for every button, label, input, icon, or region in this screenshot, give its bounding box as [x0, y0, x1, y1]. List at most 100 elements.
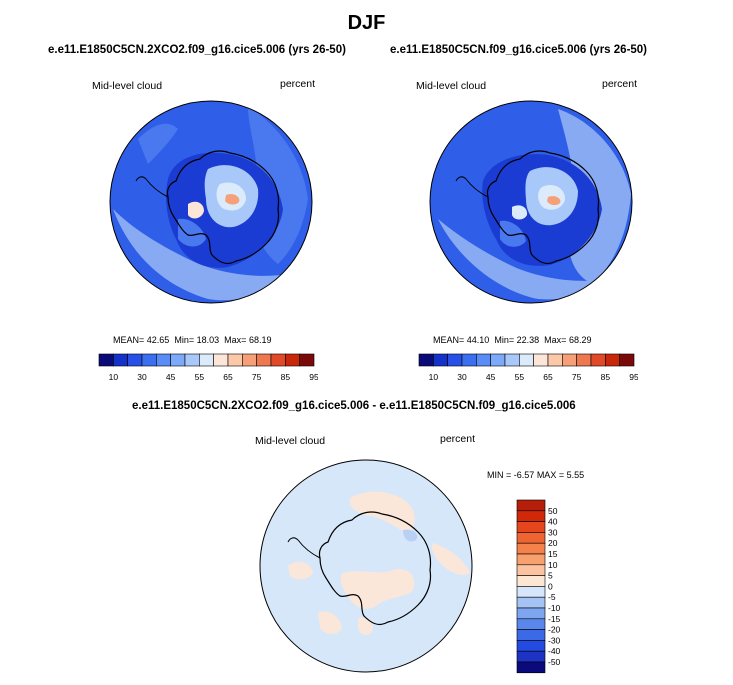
colorbar-swatch: [227, 353, 243, 367]
colorbar-tick-label: 95: [629, 372, 638, 382]
difference-title: e.e11.E1850C5CN.2XCO2.f09_g16.cice5.006 …: [132, 400, 576, 412]
positive-anomaly-west: [288, 561, 313, 580]
panel-1-units-label: percent: [280, 78, 316, 90]
colorbar-tick-label: -15: [548, 614, 561, 624]
colorbar-tick-label: 40: [548, 517, 558, 527]
colorbar-tick-label: -10: [548, 603, 561, 613]
panel-1-variable-label: Mid-level cloud: [92, 80, 163, 92]
difference-polar-map: [259, 459, 473, 673]
difference-min-max: MIN = -6.57 MAX = 5.55: [487, 470, 584, 480]
ross-sector: [178, 218, 206, 247]
min-value: 22.38: [516, 335, 540, 345]
antarctic-coastline: [318, 511, 432, 626]
panel-2-units-label: percent: [602, 78, 638, 90]
colorbar-tick-label: 50: [548, 506, 558, 516]
colorbar-tick-label: 75: [572, 372, 582, 382]
peninsula-coastline: [135, 176, 169, 198]
colorbar-tick-label: 30: [137, 372, 147, 382]
colorbar-swatch: [516, 607, 546, 620]
colorbar-swatch: [184, 353, 200, 367]
colorbar-swatch: [461, 353, 477, 367]
mean-label: MEAN=: [433, 335, 465, 345]
colorbar-swatch: [141, 353, 157, 367]
colorbar-tick-label: 20: [548, 538, 558, 548]
colorbar-swatch: [447, 353, 463, 367]
pale-patch-west: [512, 205, 528, 220]
colorbar-swatch: [516, 553, 546, 566]
colorbar-swatch: [433, 353, 448, 367]
mean-value: 44.10: [466, 335, 490, 345]
colorbar-tick-label: -40: [548, 646, 561, 656]
colorbar-swatch: [113, 353, 128, 367]
colorbar-tick-label: 55: [515, 372, 525, 382]
min-label: Min=: [494, 335, 515, 345]
ocean-band-south: [438, 219, 608, 300]
ocean-band-south: [113, 209, 288, 301]
colorbar-swatch: [516, 499, 546, 512]
colorbar-tick-label: 5: [548, 571, 553, 581]
colorbar-swatch: [605, 353, 620, 367]
colorbar-swatch: [199, 353, 214, 367]
colorbar-swatch: [562, 353, 577, 367]
colorbar-swatch: [418, 353, 434, 367]
colorbar-swatch: [576, 353, 592, 367]
ocean-patch-nw: [138, 123, 178, 164]
min-value: -6.57: [513, 470, 535, 480]
colorbar-swatch: [516, 542, 546, 555]
colorbar-swatch: [619, 353, 635, 367]
warm-core: [225, 194, 240, 205]
panel-1-title: e.e11.E1850C5CN.2XCO2.f09_g16.cice5.006 …: [48, 44, 346, 56]
negative-anomaly: [403, 529, 418, 542]
positive-anomaly-central: [340, 569, 415, 609]
ross-sector: [500, 220, 526, 247]
season-title: DJF: [347, 12, 386, 34]
colorbar-tick-label: -30: [548, 635, 561, 645]
colorbar-tick-label: 15: [548, 549, 558, 559]
colorbar-tick-label: 65: [543, 372, 553, 382]
colorbar-swatch: [270, 353, 286, 367]
colorbar-swatch: [98, 353, 114, 367]
colorbar-tick-label: 10: [109, 372, 119, 382]
colorbar-swatch: [516, 629, 546, 641]
colorbar-swatch: [516, 596, 546, 609]
max-label: MAX =: [536, 470, 565, 480]
max-value: 68.29: [568, 335, 592, 345]
colorbar-swatch: [516, 650, 546, 663]
colorbar-swatch: [590, 353, 606, 367]
colorbar-tick-label: 85: [281, 372, 291, 382]
map-border: [429, 100, 633, 304]
positive-anomaly-north: [349, 491, 415, 533]
panel-1-stats: MEAN= 42.65 Min= 18.03 Max= 68.19: [113, 335, 271, 345]
colorbar-tick-label: -50: [548, 657, 561, 667]
peninsula-coastline: [455, 176, 489, 198]
warm-core: [547, 196, 561, 206]
colorbar-tick-label: 95: [309, 372, 318, 382]
min-label: MIN =: [487, 470, 512, 480]
colorbar-swatch: [519, 353, 534, 367]
colorbar-tick-label: 55: [195, 372, 205, 382]
colorbar-swatch: [516, 521, 546, 533]
colorbar-tick-label: 10: [548, 560, 558, 570]
panel-1-colorbar: 10 30 45 55 65 75 85 95: [98, 353, 318, 382]
colorbar-tick-label: 0: [548, 581, 553, 591]
colorbar-swatch: [516, 618, 546, 630]
colorbar-tick-label: 45: [486, 372, 496, 382]
panel-2-colorbar: 10 30 45 55 65 75 85 95: [418, 353, 638, 382]
colorbar-swatch: [476, 353, 491, 367]
colorbar-swatch: [533, 353, 549, 367]
max-value: 68.19: [248, 335, 272, 345]
colorbar-swatch: [170, 353, 186, 367]
positive-anomaly-south: [358, 617, 374, 635]
difference-variable-label: Mid-level cloud: [255, 435, 326, 447]
colorbar-swatch: [516, 575, 546, 587]
min-value: 18.03: [196, 335, 220, 345]
panel-2-variable-label: Mid-level cloud: [416, 80, 487, 92]
positive-anomaly-east: [431, 543, 470, 575]
colorbar-swatch: [156, 353, 171, 367]
antarctic-coastline: [166, 150, 280, 265]
panel-2-stats: MEAN= 44.10 Min= 22.38 Max= 68.29: [433, 335, 591, 345]
min-label: Min=: [174, 335, 195, 345]
colorbar-swatch: [127, 353, 143, 367]
colorbar-tick-label: 10: [429, 372, 439, 382]
